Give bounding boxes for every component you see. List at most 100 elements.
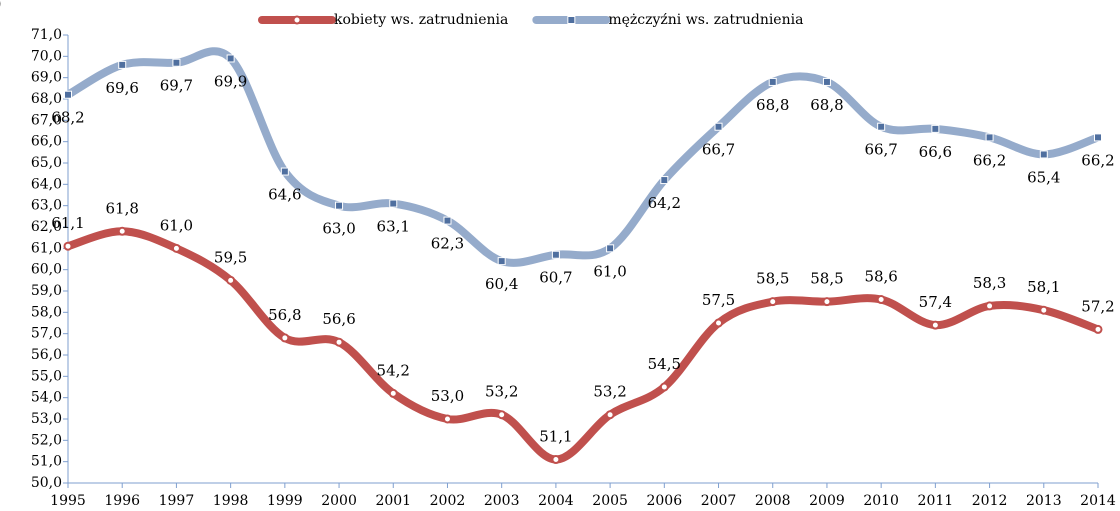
marker [551,455,561,465]
marker [442,414,452,424]
x-tick-label: 2001 [375,493,411,509]
marker [497,410,507,420]
marker [443,216,452,225]
marker [985,301,995,311]
y-tick-label: 65,0 [31,155,62,171]
data-label: 66,7 [864,141,897,159]
data-label: 61,0 [593,262,626,280]
annotation: ) [0,0,1,12]
marker [606,244,615,253]
y-tick-label: 52,0 [31,432,62,448]
marker [877,122,886,131]
legend-marker [567,16,576,24]
y-tick-label: 70,0 [31,48,62,64]
marker [280,333,290,343]
marker [768,297,778,307]
marker [64,90,72,99]
x-tick-label: 2010 [863,493,899,509]
marker [660,176,669,185]
data-label: 69,6 [106,79,139,97]
data-label: 66,2 [973,151,1006,169]
marker [714,318,724,328]
series-line [64,227,1102,464]
marker [280,167,289,176]
y-tick-label: 69,0 [31,70,62,86]
data-label: 61,0 [160,216,193,234]
data-label: 68,8 [756,96,789,114]
data-label: 59,5 [214,248,247,266]
x-tick-label: 2011 [918,493,954,509]
x-tick-label: 1998 [213,493,249,509]
y-tick-label: 67,0 [31,112,62,128]
data-label: 61,8 [106,199,139,217]
y-tick-label: 56,0 [31,347,62,363]
marker [63,241,73,251]
data-label: 57,4 [919,293,952,311]
marker [768,77,777,86]
legend-marker [292,15,302,25]
marker [389,199,398,208]
y-tick-label: 55,0 [31,368,62,384]
marker [334,337,344,347]
marker [1093,324,1103,334]
marker [931,124,940,133]
marker [930,320,940,330]
data-label: 58,3 [973,274,1006,292]
marker [1039,150,1048,159]
data-label: 51,1 [539,428,572,446]
data-label: 54,5 [648,355,681,373]
y-tick-label: 68,0 [31,91,62,107]
data-label: 63,1 [377,218,410,236]
marker [822,77,831,86]
marker [714,122,723,131]
legend-label: mężczyźni ws. zatrudnienia [608,12,803,28]
y-tick-label: 59,0 [31,283,62,299]
y-tick-label: 50,0 [31,475,62,491]
y-tick-label: 63,0 [31,198,62,214]
data-label: 64,2 [648,194,681,212]
x-tick-label: 1999 [267,493,303,509]
marker [172,58,181,67]
y-tick-label: 61,0 [31,240,62,256]
data-label: 53,2 [593,383,626,401]
data-label: 56,6 [322,310,355,328]
marker [605,410,615,420]
y-tick-label: 54,0 [31,390,62,406]
data-label: 58,5 [810,270,843,288]
data-label: 58,1 [1027,278,1060,296]
data-label: 66,7 [702,141,735,159]
marker [117,226,127,236]
data-label: 58,5 [756,270,789,288]
data-label: 68,2 [51,109,84,127]
marker [822,297,832,307]
data-label: 62,3 [431,235,464,253]
marker [226,275,236,285]
data-label: 63,0 [322,220,355,238]
x-tick-label: 1996 [104,493,140,509]
data-label: 66,2 [1081,151,1114,169]
marker [497,257,506,266]
y-tick-label: 57,0 [31,326,62,342]
x-tick-label: 2005 [592,493,628,509]
y-tick-label: 51,0 [31,454,62,470]
y-tick-label: 60,0 [31,262,62,278]
legend-label: kobiety ws. zatrudnienia [334,12,508,28]
marker [118,60,127,69]
y-tick-label: 62,0 [31,219,62,235]
data-label: 60,7 [539,269,572,287]
x-tick-label: 2014 [1080,493,1116,509]
y-tick-label: 53,0 [31,411,62,427]
data-label: 60,4 [485,275,518,293]
data-label: 54,2 [377,361,410,379]
y-tick-label: 71,0 [31,27,62,43]
x-tick-label: 2006 [646,493,682,509]
data-label: 53,0 [431,387,464,405]
x-tick-label: 1997 [159,493,195,509]
x-tick-label: 2003 [484,493,520,509]
marker [388,388,398,398]
y-tick-label: 66,0 [31,134,62,150]
data-label: 68,8 [810,96,843,114]
x-tick-label: 1995 [50,493,86,509]
marker [226,54,235,63]
marker [335,201,344,210]
